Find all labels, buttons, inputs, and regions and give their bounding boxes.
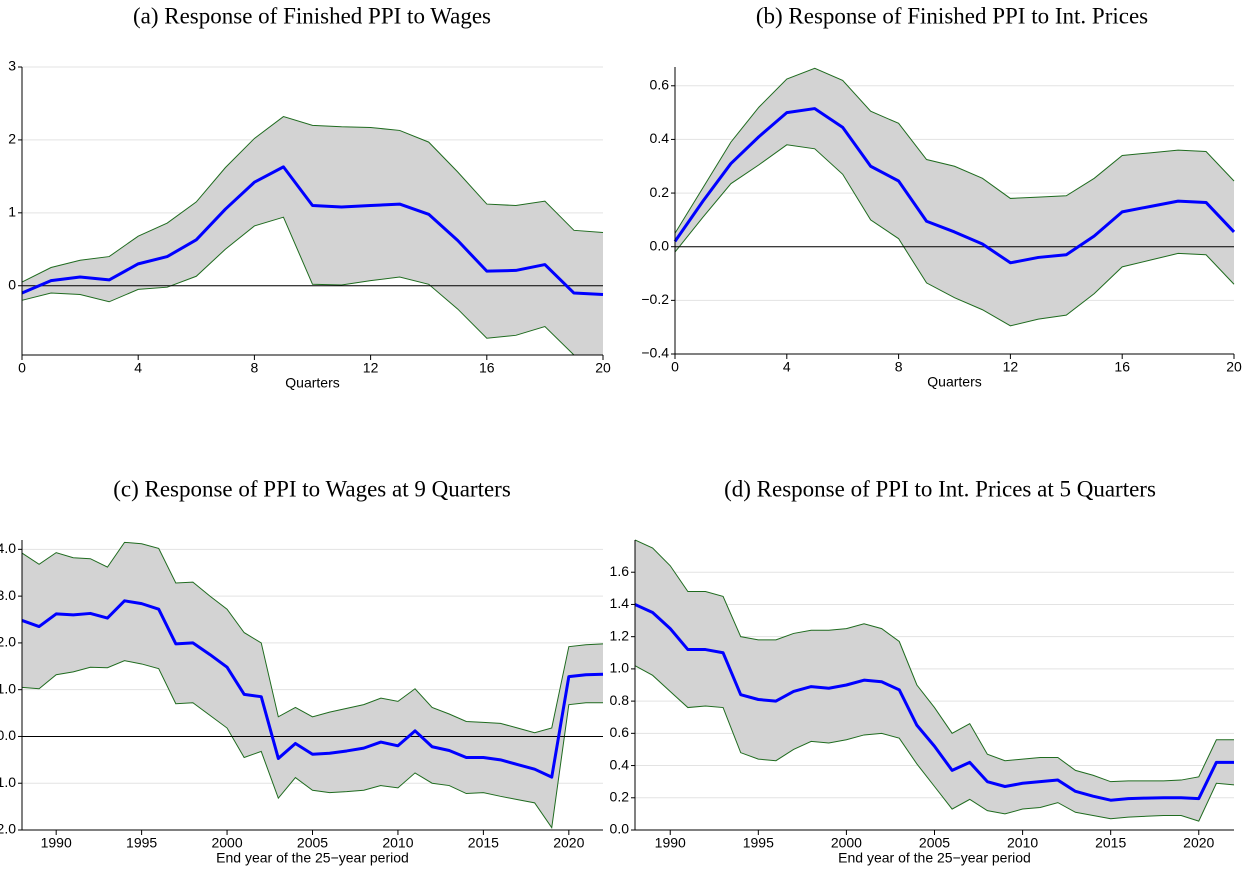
y-tick-label: 0 <box>8 276 16 292</box>
x-tick-label: 1990 <box>41 835 72 851</box>
y-tick-label: 2 <box>8 131 16 147</box>
x-tick-label: 4 <box>783 359 791 375</box>
panel-title: (d) Response of PPI to Int. Prices at 5 … <box>724 476 1156 501</box>
y-tick-label: 0.2 <box>610 788 630 804</box>
y-tick-label: 0.4 <box>650 130 670 146</box>
x-axis-label: End year of the 25−year period <box>838 850 1031 866</box>
band-edge <box>634 539 1234 783</box>
x-tick-label: 16 <box>1114 359 1130 375</box>
x-tick-label: 12 <box>363 360 379 376</box>
panel-title: (b) Response of Finished PPI to Int. Pri… <box>756 3 1148 28</box>
x-tick-label: 2005 <box>297 835 328 851</box>
x-tick-label: 20 <box>1226 359 1242 375</box>
x-tick-label: 2020 <box>553 835 584 851</box>
band-edge <box>21 541 604 734</box>
band-edge <box>21 660 603 830</box>
band-edge <box>674 67 1235 234</box>
y-tick-label: −0.4 <box>641 345 669 361</box>
panel-title: (c) Response of PPI to Wages at 9 Quarte… <box>113 476 511 501</box>
y-tick-label: −1.0 <box>0 774 16 790</box>
x-tick-label: 0 <box>18 360 26 376</box>
confidence-band <box>675 68 1234 326</box>
band-edge <box>674 144 1235 327</box>
x-axis-label: Quarters <box>927 374 981 390</box>
x-tick-label: 20 <box>595 360 611 376</box>
y-tick-label: 0.4 <box>610 756 630 772</box>
x-tick-label: 2000 <box>211 835 242 851</box>
y-tick-label: 1.0 <box>0 680 16 696</box>
x-tick-label: 4 <box>134 360 142 376</box>
confidence-band <box>22 116 603 356</box>
y-tick-label: 1.2 <box>610 627 630 643</box>
y-tick-label: 1.0 <box>610 660 630 676</box>
y-tick-label: 3 <box>8 58 16 74</box>
x-tick-label: 2020 <box>1183 835 1214 851</box>
y-tick-label: 4.0 <box>0 540 16 556</box>
x-tick-label: 2010 <box>1007 835 1038 851</box>
x-tick-label: 2000 <box>831 835 862 851</box>
x-tick-label: 2015 <box>1095 835 1126 851</box>
x-tick-label: 2010 <box>382 835 413 851</box>
confidence-band <box>22 542 603 828</box>
y-tick-label: 0.0 <box>610 821 630 837</box>
y-tick-label: 0.0 <box>0 727 16 743</box>
y-tick-label: 1.4 <box>610 595 630 611</box>
x-tick-label: 8 <box>895 359 903 375</box>
y-tick-label: 3.0 <box>0 587 16 603</box>
x-tick-label: 16 <box>479 360 495 376</box>
band-edge <box>21 116 604 283</box>
x-axis-label: End year of the 25−year period <box>216 850 409 866</box>
y-tick-label: 0.8 <box>610 692 630 708</box>
estimate-line <box>21 165 604 296</box>
y-tick-label: 1.6 <box>610 563 630 579</box>
x-tick-label: 1995 <box>743 835 774 851</box>
x-axis-label: Quarters <box>285 375 339 391</box>
estimate-line <box>21 599 604 779</box>
y-tick-label: 2.0 <box>0 634 16 650</box>
band-edge <box>21 216 603 356</box>
x-tick-label: 2015 <box>468 835 499 851</box>
y-tick-label: 0.2 <box>650 184 670 200</box>
confidence-band <box>635 540 1234 822</box>
band-edge <box>634 665 1235 822</box>
x-tick-label: 8 <box>251 360 259 376</box>
estimate-line <box>673 107 1236 265</box>
panel-title: (a) Response of Finished PPI to Wages <box>133 3 491 28</box>
x-tick-label: 0 <box>671 359 679 375</box>
y-tick-label: 0.6 <box>650 76 670 92</box>
estimate-line <box>634 603 1234 802</box>
y-tick-label: −2.0 <box>0 821 16 837</box>
x-tick-label: 2005 <box>919 835 950 851</box>
y-tick-label: −0.2 <box>641 291 669 307</box>
y-tick-label: 0.6 <box>610 724 630 740</box>
x-tick-label: 1990 <box>655 835 686 851</box>
x-tick-label: 1995 <box>126 835 157 851</box>
y-tick-label: 1 <box>8 204 16 220</box>
y-tick-label: 0.0 <box>650 237 670 253</box>
x-tick-label: 12 <box>1003 359 1019 375</box>
